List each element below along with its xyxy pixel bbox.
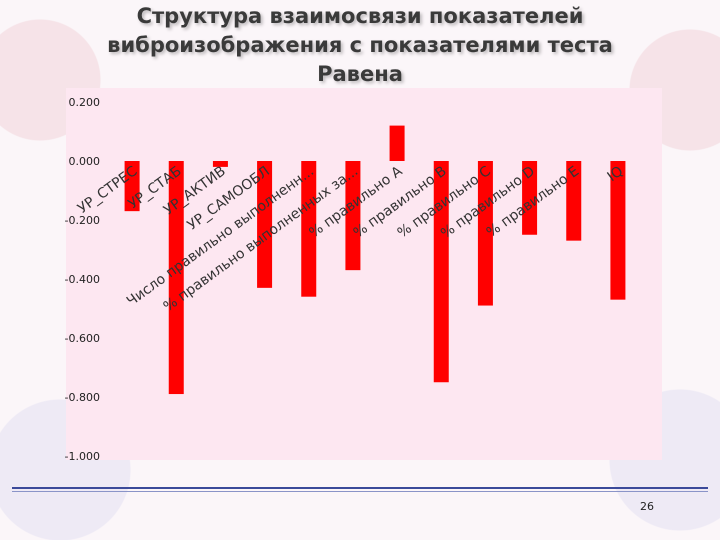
bar — [389, 125, 405, 161]
y-tick-label: 0.200 — [69, 96, 101, 109]
bar — [212, 161, 228, 167]
bar — [522, 161, 538, 235]
bar — [257, 161, 273, 288]
bar — [477, 161, 493, 306]
y-tick-label: -0.600 — [65, 332, 100, 345]
bar — [433, 161, 449, 383]
footer-divider-thin — [12, 491, 708, 492]
bar — [345, 161, 361, 271]
y-tick-label: -0.400 — [65, 273, 100, 286]
bar — [566, 161, 582, 241]
title-line-1: Структура взаимосвязи показателей — [136, 4, 584, 28]
bar — [124, 161, 140, 212]
bar — [610, 161, 626, 300]
bar — [301, 161, 317, 297]
plot-area — [66, 88, 662, 460]
footer-divider — [12, 487, 708, 489]
title-line-2: виброизображения с показателями теста — [107, 33, 613, 57]
title-line-3: Равена — [317, 62, 403, 86]
page-number: 26 — [640, 500, 654, 513]
y-tick-label: -0.200 — [65, 214, 100, 227]
page-title: Структура взаимосвязи показателей виброи… — [100, 2, 620, 89]
y-tick-label: 0.000 — [69, 155, 101, 168]
bar — [168, 161, 184, 395]
y-tick-label: -0.800 — [65, 391, 100, 404]
y-tick-label: -1.000 — [65, 450, 100, 463]
